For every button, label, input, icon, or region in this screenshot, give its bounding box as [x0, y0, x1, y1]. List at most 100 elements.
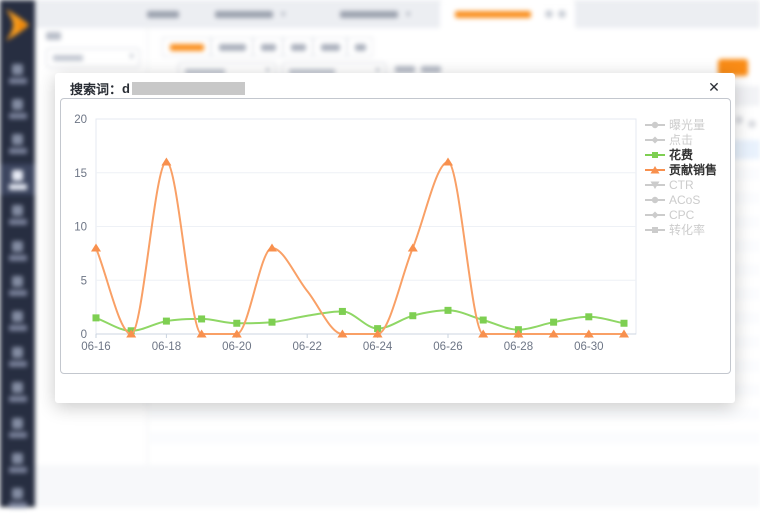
- sidebar-item[interactable]: [0, 341, 35, 372]
- legend-item[interactable]: 花费: [645, 147, 717, 162]
- sidebar-item[interactable]: [0, 93, 35, 124]
- data-point[interactable]: [478, 329, 489, 338]
- series-line-花费: [95, 309, 625, 332]
- sub-tab[interactable]: [313, 37, 347, 57]
- data-point[interactable]: [409, 312, 417, 320]
- sub-tab[interactable]: [347, 37, 373, 57]
- sidebar-item[interactable]: [0, 129, 35, 160]
- sidebar-item[interactable]: [0, 412, 35, 443]
- sub-tab[interactable]: [211, 37, 253, 57]
- data-point[interactable]: [583, 329, 594, 338]
- sidebar-item-label: [8, 254, 27, 261]
- chart-container: 0 5 10 15 20 06-16 06-18 06-20 06-22 06-24 06-26 06…: [60, 98, 731, 374]
- sub-tab[interactable]: [283, 37, 313, 57]
- data-point[interactable]: [196, 329, 207, 338]
- sub-tab[interactable]: [162, 37, 211, 57]
- data-point[interactable]: [443, 157, 453, 166]
- app-logo-icon[interactable]: [4, 8, 31, 42]
- legend-item[interactable]: 贡献销售: [645, 162, 717, 177]
- sidebar-item[interactable]: [0, 306, 35, 337]
- data-point[interactable]: [585, 313, 593, 321]
- data-point[interactable]: [548, 329, 559, 338]
- sidebar: [0, 0, 35, 509]
- data-point[interactable]: [91, 243, 101, 252]
- data-point[interactable]: [619, 329, 629, 338]
- sidebar-item-icon: [12, 452, 23, 464]
- data-point[interactable]: [513, 329, 524, 338]
- sidebar-item-label: [8, 289, 27, 296]
- chevron-down-icon[interactable]: ▾: [281, 9, 286, 19]
- sidebar-item[interactable]: [0, 447, 35, 478]
- data-point[interactable]: [620, 319, 628, 327]
- sub-tab[interactable]: [253, 37, 283, 57]
- data-point[interactable]: [161, 157, 172, 166]
- x-axis-label: 06-30: [574, 341, 603, 353]
- close-tab-icon[interactable]: [558, 10, 566, 18]
- sidebar-item-label: [8, 396, 27, 403]
- data-point[interactable]: [231, 329, 242, 338]
- sidebar-item[interactable]: [0, 235, 35, 266]
- legend-label: 曝光量: [669, 118, 706, 132]
- top-tab[interactable]: [147, 11, 179, 18]
- x-axis-label: 06-20: [222, 341, 251, 353]
- legend-item[interactable]: CTR: [645, 177, 717, 192]
- y-axis-label: 10: [74, 222, 87, 234]
- legend-label: ACoS: [669, 192, 701, 207]
- sidebar-item-icon: [12, 417, 23, 429]
- data-point[interactable]: [407, 243, 418, 252]
- sidebar-item[interactable]: [0, 270, 35, 301]
- modal-close-button[interactable]: ✕: [708, 79, 720, 95]
- sidebar-item[interactable]: [0, 377, 35, 408]
- table-icon[interactable]: [735, 116, 743, 124]
- data-point[interactable]: [268, 318, 276, 326]
- y-axis-label: 20: [74, 114, 87, 126]
- top-tab[interactable]: [215, 11, 273, 18]
- sidebar-item-label: [8, 112, 27, 119]
- sidebar-item-icon: [12, 134, 23, 146]
- x-axis-label: 06-28: [504, 341, 533, 353]
- chevron-down-icon[interactable]: ▾: [406, 9, 411, 19]
- data-point[interactable]: [126, 329, 137, 338]
- data-point[interactable]: [337, 329, 348, 338]
- data-point[interactable]: [550, 318, 558, 326]
- x-axis-label: 06-16: [81, 341, 110, 353]
- data-point[interactable]: [479, 316, 487, 324]
- chart-legend: 曝光量 点击 花费 贡献销售 CTR ACoS CPC 转化率: [645, 117, 717, 237]
- legend-item[interactable]: 曝光量: [645, 117, 717, 132]
- table-row[interactable]: [150, 432, 760, 444]
- x-axis-label: 06-22: [292, 341, 321, 353]
- y-axis-label: 0: [81, 329, 87, 341]
- sidebar-item-label: [8, 466, 27, 473]
- table-row[interactable]: [150, 408, 760, 420]
- table-icon[interactable]: [748, 120, 756, 128]
- refresh-icon[interactable]: [545, 10, 553, 18]
- data-point[interactable]: [267, 243, 277, 252]
- line-chart: 0 5 10 15 20 06-16 06-18 06-20 06-22 06-24 06-26 06…: [74, 114, 637, 353]
- data-point[interactable]: [92, 314, 100, 322]
- data-point[interactable]: [444, 306, 452, 314]
- data-point[interactable]: [233, 319, 241, 327]
- data-point[interactable]: [338, 307, 346, 315]
- top-tab[interactable]: [340, 11, 398, 18]
- shop-select[interactable]: ▾: [46, 48, 140, 68]
- data-point[interactable]: [374, 325, 382, 333]
- legend-item[interactable]: 转化率: [645, 222, 717, 237]
- legend-item[interactable]: CPC: [645, 207, 717, 222]
- sidebar-item-icon: [12, 275, 23, 287]
- legend-marker-square: [645, 226, 665, 233]
- data-point[interactable]: [162, 317, 170, 325]
- search-button[interactable]: [718, 59, 748, 76]
- toolbar-button[interactable]: [421, 66, 441, 73]
- sidebar-item-active[interactable]: [0, 164, 35, 196]
- sidebar-item[interactable]: [0, 483, 35, 514]
- legend-marker-triangle-down: [645, 181, 665, 189]
- legend-item[interactable]: 点击: [645, 132, 717, 147]
- legend-item[interactable]: ACoS: [645, 192, 717, 207]
- sidebar-item[interactable]: [0, 200, 35, 231]
- toolbar-button[interactable]: [395, 66, 415, 73]
- page-footer: [35, 465, 760, 507]
- data-point[interactable]: [372, 329, 383, 338]
- sidebar-item[interactable]: [0, 58, 35, 89]
- sidebar-item-label: [8, 502, 27, 509]
- data-point[interactable]: [198, 315, 206, 323]
